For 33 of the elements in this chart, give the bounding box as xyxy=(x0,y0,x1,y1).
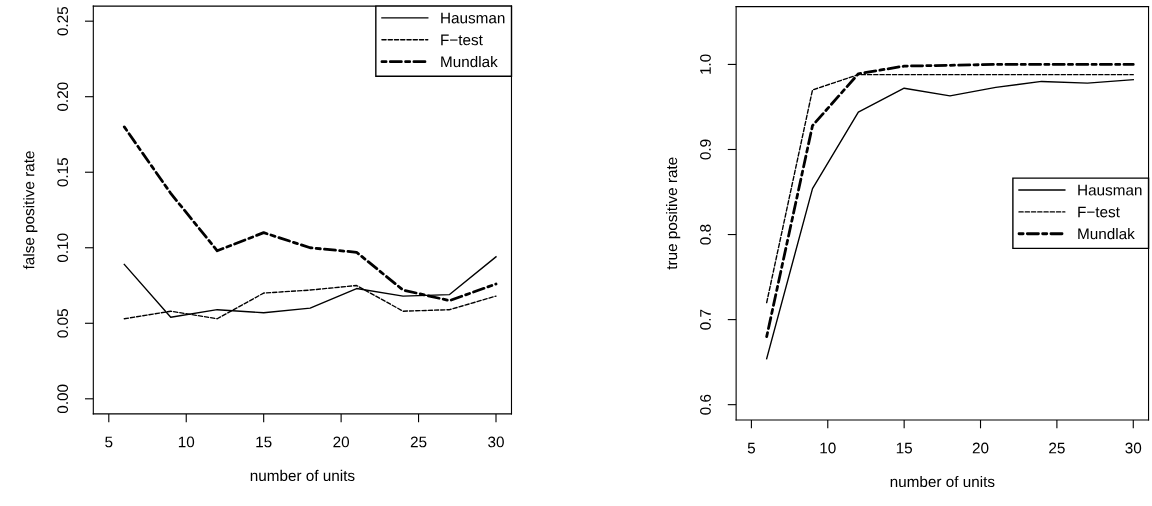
y-axis-title: true positive rate xyxy=(665,157,681,270)
x-tick-label: 5 xyxy=(747,442,756,454)
x-tick-label: 30 xyxy=(1125,442,1142,454)
x-tick-label: 15 xyxy=(896,442,913,454)
y-tick-label: 0.25 xyxy=(57,6,69,36)
x-axis-title: number of units xyxy=(890,475,995,488)
x-tick-label: 5 xyxy=(105,436,113,448)
y-axis-title: false positive rate xyxy=(23,151,38,270)
x-tick-label: 15 xyxy=(256,436,272,448)
x-axis-title: number of units xyxy=(250,469,355,482)
y-tick-label: 0.05 xyxy=(57,309,69,338)
y-tick-label: 0.20 xyxy=(57,82,69,111)
x-tick-label: 20 xyxy=(972,442,989,454)
legend-label: F−test xyxy=(1078,206,1120,218)
legend-label: Mundlak xyxy=(441,55,498,68)
x-tick-label: 20 xyxy=(333,436,350,448)
legend-label: Hausman xyxy=(441,12,505,24)
y-tick-label: 0.6 xyxy=(700,394,711,415)
y-tick-label: 0.7 xyxy=(700,309,711,330)
y-tick-label: 0.8 xyxy=(700,224,711,245)
x-tick-label: 10 xyxy=(178,436,195,448)
y-tick-label: 0.00 xyxy=(57,384,69,414)
x-tick-label: 25 xyxy=(410,436,427,448)
legend-label: Mundlak xyxy=(1078,228,1135,240)
y-tick-label: 1.0 xyxy=(700,54,711,74)
legend-label: F−test xyxy=(441,34,483,46)
x-tick-label: 10 xyxy=(820,442,836,454)
y-tick-label: 0.9 xyxy=(700,139,711,160)
legend-label: Hausman xyxy=(1078,184,1142,196)
y-tick-label: 0.10 xyxy=(57,233,69,263)
x-tick-label: 30 xyxy=(488,436,504,448)
y-tick-label: 0.15 xyxy=(57,158,69,187)
x-tick-label: 25 xyxy=(1049,442,1065,454)
